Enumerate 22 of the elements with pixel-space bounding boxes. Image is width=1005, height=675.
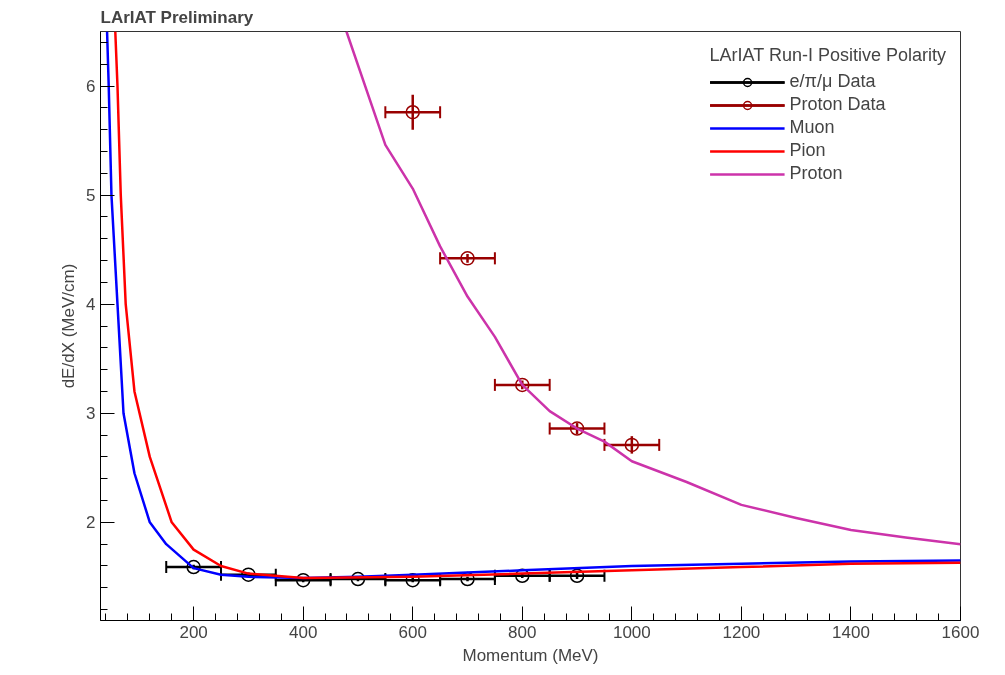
- x-tick-label: 200: [179, 622, 208, 642]
- x-tick-label: 1000: [612, 622, 651, 642]
- x-tick-label: 800: [508, 622, 537, 642]
- x-tick-label: 1400: [832, 622, 870, 642]
- legend-label: Pion: [789, 140, 826, 161]
- y-tick-label: 3: [86, 404, 96, 424]
- y-tick-label: 2: [86, 513, 96, 533]
- y-tick-label: 4: [86, 295, 96, 315]
- legend-label: Proton Data: [789, 94, 886, 115]
- y-tick-label: 6: [86, 77, 96, 97]
- x-tick-label: 1600: [941, 622, 980, 642]
- legend-label: e/π/μ Data: [789, 71, 876, 92]
- y-axis-title: dE/dX (MeV/cm): [59, 263, 79, 389]
- legend-title: LArIAT Run-I Positive Polarity: [709, 45, 946, 66]
- x-tick-label: 400: [288, 622, 318, 642]
- chart-title: LArIAT Preliminary: [100, 7, 254, 27]
- x-tick-label: 600: [398, 622, 427, 642]
- x-tick-label: 1200: [722, 622, 761, 642]
- legend-label: Proton: [789, 163, 843, 184]
- x-axis-title: Momentum (MeV): [462, 645, 599, 665]
- legend-label: Muon: [789, 117, 835, 138]
- y-tick-label: 5: [86, 186, 96, 206]
